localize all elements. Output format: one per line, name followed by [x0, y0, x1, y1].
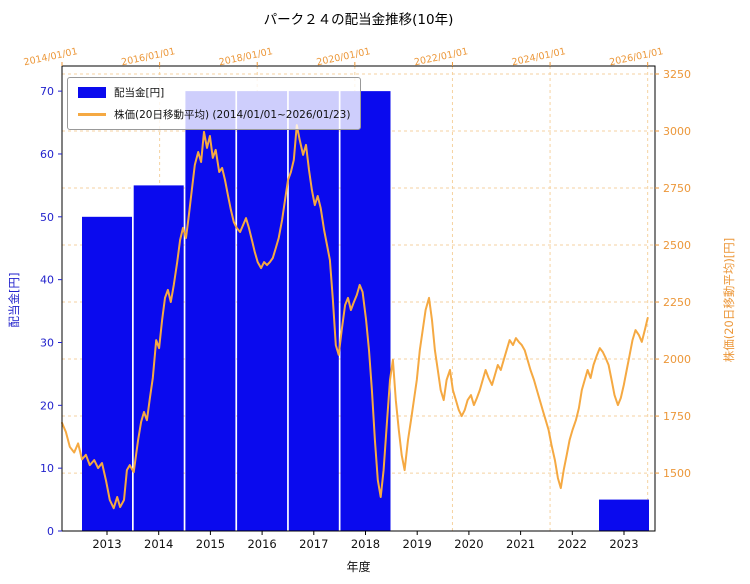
left-axis-title: 配当金[円] [7, 272, 21, 328]
top-tick-label: 2018/01/01 [218, 46, 274, 68]
bottom-tick-label: 2022 [558, 537, 587, 551]
right-tick-label: 2250 [663, 296, 691, 309]
left-tick-label: 50 [40, 211, 54, 224]
dividend-bar [185, 91, 236, 531]
bottom-axis-title: 年度 [346, 560, 371, 574]
plot-border [61, 65, 656, 532]
legend-bar-swatch [78, 87, 106, 98]
top-tick-label: 2026/01/01 [608, 46, 664, 68]
left-tick-label: 20 [40, 399, 54, 412]
dividend-bar [133, 185, 184, 531]
dividend-bar [599, 499, 649, 531]
right-axis-title: 株価(20日移動平均)[円] [722, 237, 736, 363]
right-tick-label: 2500 [663, 239, 691, 252]
top-tick-label: 2024/01/01 [511, 46, 567, 68]
dividend-bar [82, 216, 132, 532]
left-tick-label: 10 [40, 462, 54, 475]
top-tick-label: 2014/01/01 [23, 46, 79, 68]
left-tick-label: 70 [40, 85, 54, 98]
top-tick-label: 2020/01/01 [316, 46, 372, 68]
legend-item-price: 株価(20日移動平均) (2014/01/01~2026/01/23) [78, 107, 350, 122]
right-tick-label: 2750 [663, 182, 691, 195]
bottom-tick-label: 2023 [609, 537, 638, 551]
legend-label-price: 株価(20日移動平均) (2014/01/01~2026/01/23) [114, 109, 351, 121]
right-tick-label: 1750 [663, 410, 691, 423]
left-tick-label: 40 [40, 274, 54, 287]
bottom-tick-label: 2020 [454, 537, 483, 551]
bottom-tick-label: 2018 [351, 537, 380, 551]
legend: 配当金[円] 株価(20日移動平均) (2014/01/01~2026/01/2… [67, 77, 362, 130]
left-tick-label: 30 [40, 336, 54, 349]
bottom-tick-label: 2013 [92, 537, 121, 551]
chart-title: パーク２４の配当金推移(10年) [263, 12, 454, 28]
legend-line-swatch [78, 113, 106, 116]
left-tick-label: 0 [47, 525, 54, 538]
legend-item-dividend: 配当金[円] [78, 85, 350, 100]
dividend-bar [237, 91, 288, 531]
right-tick-label: 2000 [663, 353, 691, 366]
dividend-bar [288, 91, 339, 531]
legend-label-dividend: 配当金[円] [114, 87, 165, 99]
stock-price-line [61, 124, 649, 510]
bottom-tick-label: 2016 [247, 537, 276, 551]
right-tick-label: 1500 [663, 467, 691, 480]
top-tick-label: 2022/01/01 [413, 46, 469, 68]
bottom-tick-label: 2017 [299, 537, 328, 551]
right-tick-label: 3000 [663, 125, 691, 138]
bottom-tick-label: 2014 [144, 537, 173, 551]
top-tick-label: 2016/01/01 [120, 46, 176, 68]
bottom-tick-label: 2015 [196, 537, 225, 551]
left-tick-label: 60 [40, 148, 54, 161]
bottom-tick-label: 2021 [506, 537, 535, 551]
right-tick-label: 3250 [663, 68, 691, 81]
bottom-tick-label: 2019 [403, 537, 432, 551]
